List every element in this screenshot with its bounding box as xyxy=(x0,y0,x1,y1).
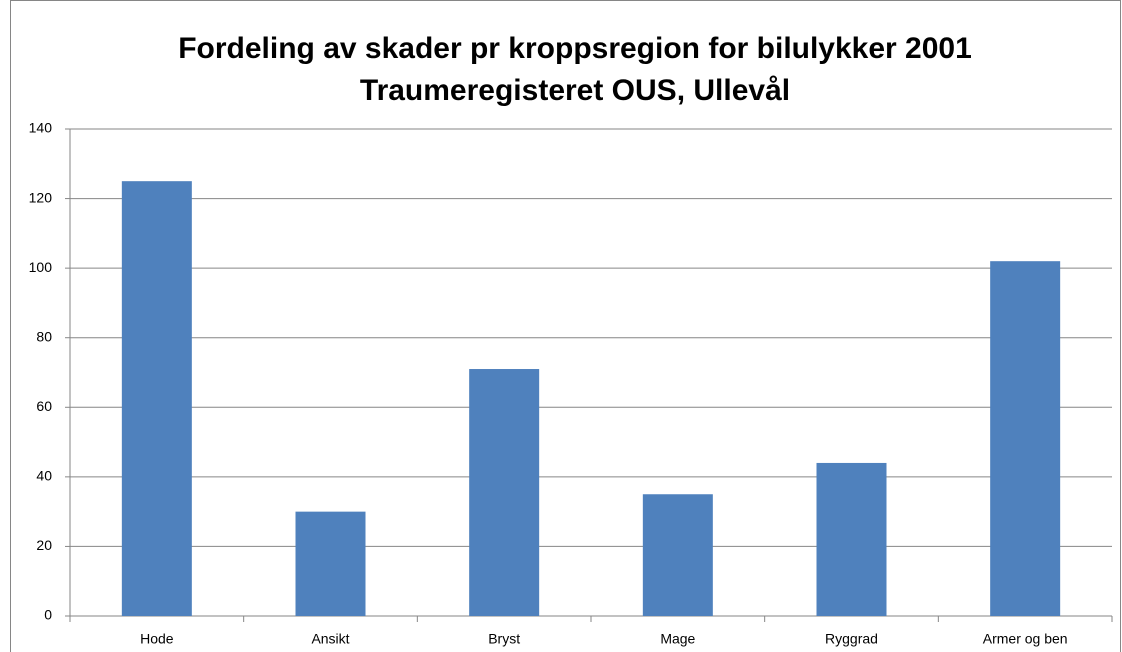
bar xyxy=(816,462,887,616)
bar xyxy=(990,261,1061,616)
bar xyxy=(469,369,540,616)
y-tick-label: 120 xyxy=(29,189,53,205)
y-tick-label: 60 xyxy=(36,398,52,414)
y-tick-label: 40 xyxy=(36,468,52,484)
x-tick-label: Hode xyxy=(140,631,174,647)
x-tick-label: Mage xyxy=(660,631,695,647)
y-tick-label: 80 xyxy=(36,328,52,344)
bar xyxy=(642,494,713,616)
chart-title: Fordeling av skader pr kroppsregion for … xyxy=(178,32,972,65)
chart-subtitle: Traumeregisteret OUS, Ullevål xyxy=(360,74,790,107)
x-tick-label: Bryst xyxy=(488,631,520,647)
bar xyxy=(295,511,366,616)
y-tick-label: 0 xyxy=(44,607,52,623)
y-tick-label: 20 xyxy=(36,537,52,553)
x-tick-label: Ryggrad xyxy=(825,631,878,647)
chart-border xyxy=(10,0,1121,652)
x-tick-label: Armer og ben xyxy=(983,631,1068,647)
y-tick-label: 140 xyxy=(29,120,53,136)
x-tick-label: Ansikt xyxy=(311,631,349,647)
y-tick-label: 100 xyxy=(29,259,53,275)
bar xyxy=(121,181,192,616)
